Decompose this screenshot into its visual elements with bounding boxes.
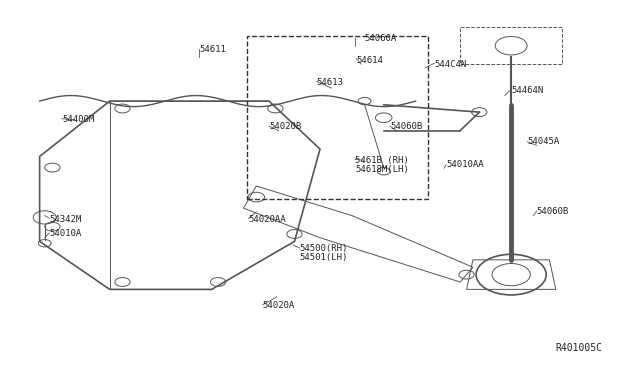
Text: 54464N: 54464N: [511, 86, 543, 94]
Text: 54060B: 54060B: [537, 207, 569, 217]
Text: 54501(LH): 54501(LH): [300, 253, 348, 263]
Text: 54342M: 54342M: [49, 215, 81, 224]
Text: R401005C: R401005C: [556, 343, 603, 353]
Text: 54020AA: 54020AA: [248, 215, 286, 224]
Bar: [246, 36, 428, 199]
Text: 54611: 54611: [199, 45, 226, 54]
Text: 54010A: 54010A: [49, 230, 81, 238]
Text: 54045A: 54045A: [527, 137, 559, 146]
Text: 54400M: 54400M: [62, 115, 94, 124]
Text: 54060B: 54060B: [390, 122, 422, 131]
Text: 54500(RH): 54500(RH): [300, 244, 348, 253]
Text: 54613: 54613: [317, 78, 344, 87]
Text: 5461B (RH): 5461B (RH): [355, 155, 409, 165]
Text: 54060A: 54060A: [365, 34, 397, 43]
Text: 544C4N: 544C4N: [435, 60, 467, 69]
Text: 54020B: 54020B: [269, 122, 301, 131]
Text: 54020A: 54020A: [262, 301, 295, 311]
Text: 54614: 54614: [356, 56, 383, 65]
Text: 54010AA: 54010AA: [446, 160, 484, 170]
Text: 54618M(LH): 54618M(LH): [355, 165, 409, 174]
